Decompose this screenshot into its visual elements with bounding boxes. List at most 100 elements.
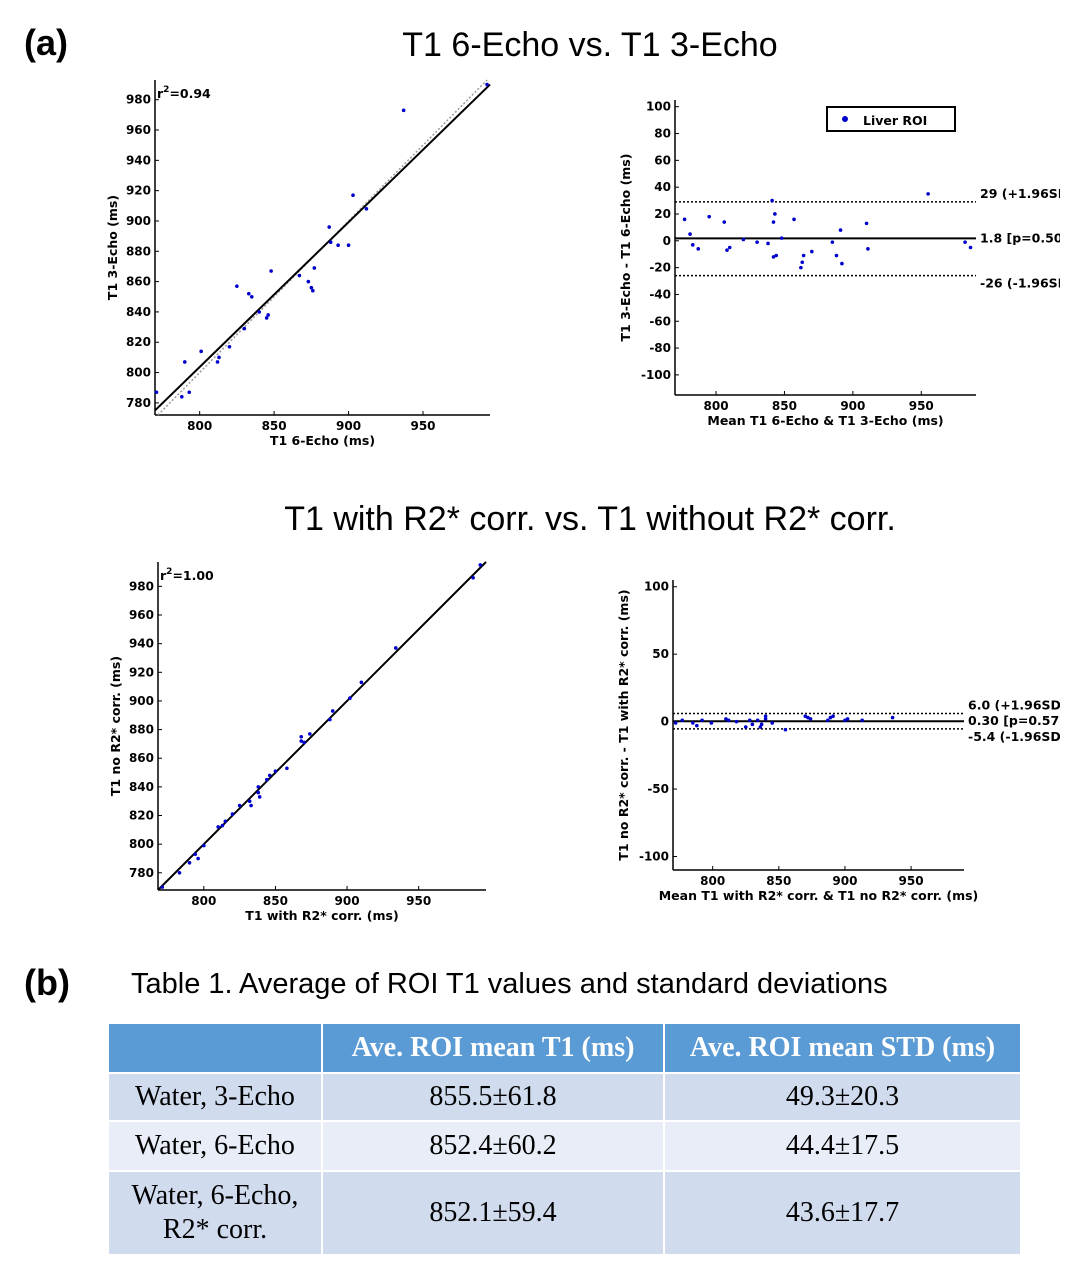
table-cell-label-line1: Water, 6-Echo, bbox=[131, 1180, 299, 1211]
r-squared-annotation: r2=0.94 bbox=[157, 85, 211, 101]
x-axis-label: T1 with R2* corr. (ms) bbox=[245, 908, 398, 923]
x-tick-label: 850 bbox=[263, 894, 288, 908]
data-point bbox=[266, 313, 270, 317]
data-point bbox=[401, 108, 406, 113]
data-point bbox=[265, 777, 269, 782]
data-point bbox=[257, 310, 262, 314]
table-header-empty bbox=[107, 1022, 323, 1074]
data-point bbox=[351, 193, 355, 198]
y-tick-label: 20 bbox=[654, 207, 671, 221]
mean-difference-label: 0.30 [p=0.57] bbox=[968, 713, 1060, 728]
legend-marker bbox=[842, 116, 848, 122]
x-axis-label: T1 6-Echo (ms) bbox=[270, 433, 375, 448]
y-tick-label: 50 bbox=[652, 647, 669, 661]
row-title-2: T1 with R2* corr. vs. T1 without R2* cor… bbox=[284, 500, 896, 538]
regression-line bbox=[154, 83, 491, 412]
data-point bbox=[783, 727, 788, 732]
y-tick-label: 900 bbox=[129, 694, 154, 708]
data-point bbox=[774, 253, 779, 258]
data-point bbox=[743, 725, 748, 729]
y-tick-label: 940 bbox=[126, 153, 151, 167]
data-point bbox=[227, 344, 232, 349]
data-point bbox=[747, 718, 752, 723]
y-tick-label: 60 bbox=[654, 153, 671, 167]
data-point bbox=[285, 766, 289, 771]
x-tick-label: 950 bbox=[899, 874, 924, 888]
data-point bbox=[773, 212, 777, 216]
y-tick-label: 840 bbox=[129, 780, 154, 794]
x-tick-label: 800 bbox=[187, 419, 212, 433]
y-tick-label: -100 bbox=[639, 850, 669, 864]
y-tick-label: 820 bbox=[129, 809, 154, 823]
y-tick-label: -20 bbox=[649, 261, 671, 275]
data-point bbox=[328, 717, 332, 722]
y-axis-label: T1 3-Echo - T1 6-Echo (ms) bbox=[618, 154, 633, 342]
data-point bbox=[779, 236, 784, 240]
r-squared-annotation: r2=1.00 bbox=[160, 567, 214, 583]
chart-2-bland-altman: 800 850 900 950 -100 -80 -60 -40 -20 0 20 40 60 80 100… bbox=[618, 100, 1060, 428]
data-point bbox=[302, 740, 306, 745]
y-tick-label: 960 bbox=[126, 123, 151, 137]
data-point bbox=[843, 718, 847, 723]
regression-line bbox=[157, 561, 487, 891]
data-point bbox=[187, 860, 192, 865]
data-point bbox=[763, 717, 768, 721]
data-point bbox=[831, 714, 835, 719]
table-cell-mean-t1: 855.5±61.8 bbox=[321, 1072, 665, 1122]
chart-4-bland-altman: 800 850 900 950 -100 -50 0 50 100 Mean T1 with R2… bbox=[616, 580, 1060, 903]
table-cell-mean-t1: 852.4±60.2 bbox=[321, 1120, 665, 1172]
data-point bbox=[770, 198, 774, 203]
data-point bbox=[237, 803, 242, 808]
data-point bbox=[763, 714, 768, 719]
data-point bbox=[330, 709, 335, 713]
data-point bbox=[726, 718, 731, 723]
data-point bbox=[336, 243, 340, 248]
x-tick-label: 850 bbox=[772, 399, 797, 413]
y-tick-label: 800 bbox=[129, 837, 154, 851]
y-tick-label: 960 bbox=[129, 608, 154, 622]
data-point bbox=[840, 261, 844, 266]
data-point bbox=[196, 856, 200, 861]
x-tick-label: 950 bbox=[406, 894, 431, 908]
data-point bbox=[242, 326, 247, 331]
data-point bbox=[734, 719, 739, 724]
table-cell-mean-t1: 852.1±59.4 bbox=[321, 1170, 665, 1256]
y-tick-label: 800 bbox=[126, 366, 151, 380]
y-tick-label: 0 bbox=[661, 715, 669, 729]
table-cell-mean-std: 44.4±17.5 bbox=[663, 1120, 1022, 1172]
data-point bbox=[806, 715, 810, 720]
data-point bbox=[864, 221, 869, 226]
data-point bbox=[766, 241, 770, 246]
data-point bbox=[741, 237, 746, 242]
data-point bbox=[182, 360, 187, 364]
data-point bbox=[696, 247, 701, 251]
data-point bbox=[808, 717, 813, 721]
table-cell-label: Water, 6-Echo, R2* corr. bbox=[107, 1170, 323, 1256]
row-title-1: T1 6-Echo vs. T1 3-Echo bbox=[402, 26, 778, 64]
y-tick-label: 820 bbox=[126, 335, 151, 349]
y-tick-label: 860 bbox=[126, 275, 151, 289]
y-tick-label: 920 bbox=[129, 665, 154, 679]
data-point bbox=[359, 680, 364, 685]
data-point bbox=[256, 790, 261, 795]
data-point bbox=[830, 240, 835, 244]
x-tick-label: 900 bbox=[832, 874, 857, 888]
data-point bbox=[724, 717, 728, 721]
y-tick-label: 920 bbox=[126, 184, 151, 198]
data-point bbox=[673, 721, 678, 725]
legend-box bbox=[826, 106, 956, 132]
table-title: Table 1. Average of ROI T1 values and st… bbox=[131, 968, 888, 1000]
data-point bbox=[264, 316, 269, 320]
data-point bbox=[306, 279, 311, 284]
data-point bbox=[695, 723, 699, 728]
data-point bbox=[803, 714, 808, 719]
y-tick-label: 80 bbox=[654, 127, 671, 141]
data-point bbox=[700, 718, 704, 723]
data-point bbox=[860, 718, 864, 723]
data-point bbox=[249, 294, 254, 299]
y-tick-label: 880 bbox=[129, 723, 154, 737]
data-point bbox=[845, 717, 850, 721]
y-tick-label: 40 bbox=[654, 180, 671, 194]
x-tick-label: 900 bbox=[336, 419, 361, 433]
data-point bbox=[834, 253, 839, 258]
